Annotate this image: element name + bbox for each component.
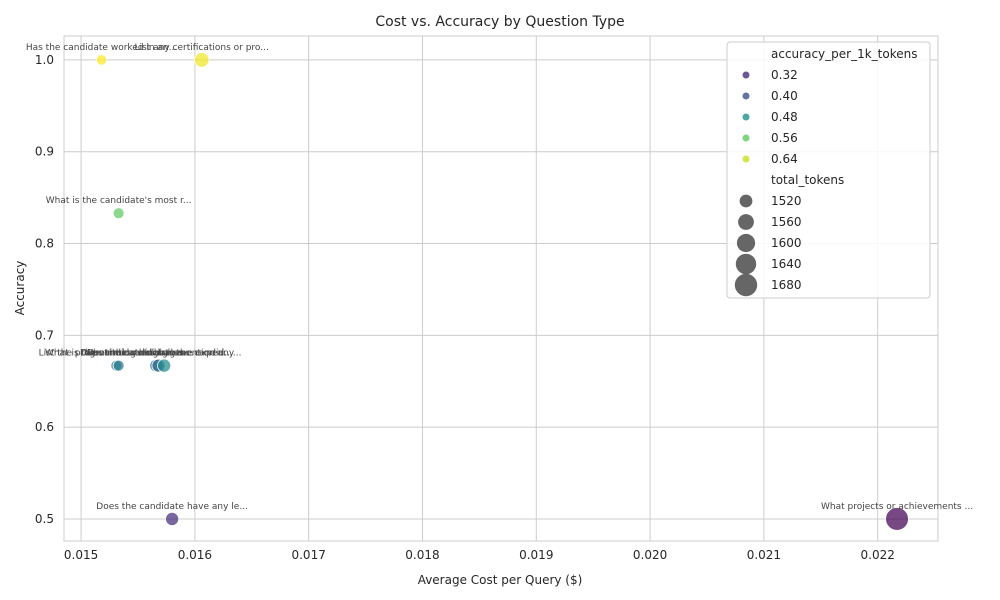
legend-hue-marker — [742, 134, 750, 142]
chart-title: Cost vs. Accuracy by Question Type — [375, 14, 624, 30]
x-tick-label: 0.021 — [747, 548, 781, 562]
point-label: What is the candidate's highes... — [45, 349, 192, 359]
legend-hue-marker — [742, 71, 750, 79]
y-axis-label: Accuracy — [13, 261, 27, 316]
y-tick-label: 0.6 — [35, 420, 54, 434]
legend-size-title: total_tokens — [771, 173, 844, 187]
data-point — [885, 507, 909, 531]
legend-hue-marker — [742, 92, 750, 100]
legend-size-marker — [738, 214, 754, 230]
y-tick-label: 0.8 — [35, 237, 54, 251]
data-point — [112, 207, 125, 220]
x-tick-label: 0.019 — [519, 548, 553, 562]
point-label: Does the candidate have any le... — [96, 502, 248, 512]
legend-hue-label: 0.32 — [771, 68, 798, 82]
legend-size-label: 1520 — [771, 194, 802, 208]
legend-hue-label: 0.56 — [771, 131, 798, 145]
legend-hue-marker — [742, 113, 750, 121]
point-label: What is the candidate's most r... — [46, 196, 192, 206]
x-tick-label: 0.017 — [291, 548, 325, 562]
legend-hue-label: 0.40 — [771, 89, 798, 103]
data-point — [165, 511, 180, 526]
legend-size-label: 1600 — [771, 236, 802, 250]
plot-frame — [63, 35, 939, 542]
point-label: List the programming languages... — [39, 349, 194, 359]
legend-size-label: 1640 — [771, 257, 802, 271]
x-tick-label: 0.022 — [861, 548, 895, 562]
point-label: What projects or achievements ... — [821, 502, 973, 512]
legend: accuracy_per_1k_tokens 0.32 0.40 0.48 0.56 0.… — [726, 41, 931, 299]
legend-hue-marker — [742, 155, 750, 163]
legend-size-marker — [739, 194, 753, 208]
legend-size-label: 1680 — [771, 278, 802, 292]
legend-box — [726, 41, 931, 299]
point-label: What industries has the candid... — [84, 349, 233, 359]
x-tick-label: 0.018 — [405, 548, 439, 562]
legend-size-marker — [734, 273, 758, 297]
point-label: Does the candidate have experi... — [80, 349, 232, 359]
point-label: Does the candidate mention any... — [87, 349, 242, 359]
y-tick-label: 1.0 — [35, 53, 54, 67]
legend-hue-title: accuracy_per_1k_tokens — [771, 47, 917, 61]
legend-hue-label: 0.64 — [771, 152, 798, 166]
y-tick-label: 0.7 — [35, 328, 54, 342]
legend-size-marker — [736, 233, 756, 253]
x-tick-label: 0.015 — [64, 548, 98, 562]
legend-size-marker — [735, 253, 757, 275]
point-label: Has the candidate worked in an... — [26, 43, 177, 53]
y-tick-label: 0.9 — [35, 145, 54, 159]
data-point — [112, 359, 125, 372]
legend-size-label: 1560 — [771, 215, 802, 229]
legend-hue-label: 0.48 — [771, 110, 798, 124]
x-tick-label: 0.016 — [178, 548, 212, 562]
data-point — [157, 358, 172, 373]
data-point — [193, 52, 210, 68]
point-label: List any certifications or pro... — [135, 43, 269, 53]
data-point — [95, 54, 108, 66]
y-tick-label: 0.5 — [35, 512, 54, 526]
x-axis-label: Average Cost per Query ($) — [418, 573, 583, 587]
x-tick-label: 0.020 — [633, 548, 667, 562]
